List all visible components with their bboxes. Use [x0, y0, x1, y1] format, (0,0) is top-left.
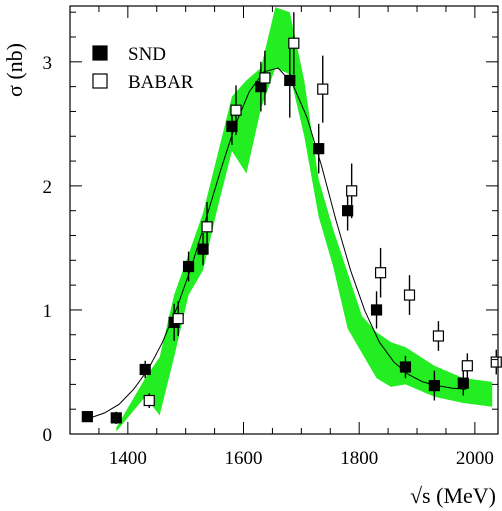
snd-point [399, 355, 412, 379]
legend-entry-babar: BABAR [92, 72, 194, 93]
legend-label: SND [128, 44, 166, 65]
x-tick-label: 1400 [109, 448, 147, 469]
filled-square-marker [182, 260, 195, 273]
open-square-marker [230, 104, 242, 116]
babar-point [288, 12, 300, 75]
open-square-marker [92, 73, 108, 89]
snd-point [182, 251, 195, 282]
babar-point [490, 349, 502, 375]
filled-square-marker [370, 304, 383, 316]
babar-point [230, 85, 242, 136]
snd-point [110, 411, 122, 425]
open-square-marker [403, 289, 416, 301]
legend-label: BABAR [128, 72, 194, 93]
open-square-marker [201, 221, 213, 233]
snd-point [313, 123, 325, 174]
babar-point [172, 301, 184, 336]
systematic-band [116, 7, 493, 432]
y-tick-label: 2 [43, 177, 53, 198]
babar-point [432, 321, 445, 351]
open-square-marker [172, 313, 184, 325]
filled-square-marker [110, 412, 122, 424]
filled-square-marker [92, 45, 108, 61]
filled-square-marker [226, 120, 238, 132]
open-square-marker [143, 394, 155, 407]
open-square-marker [317, 83, 329, 95]
open-square-marker [374, 267, 387, 279]
snd-point [81, 411, 93, 423]
babar-point [403, 275, 416, 315]
axis-ticks-layer: 1400 1600 1800 2000 0 1 2 3 [43, 6, 498, 469]
filled-square-marker [428, 380, 440, 392]
filled-square-marker [399, 361, 412, 373]
open-square-marker [490, 356, 502, 368]
filled-square-marker [342, 205, 354, 217]
babar-point [201, 202, 213, 252]
snd-point [284, 43, 296, 118]
x-axis-label: √s (MeV) [410, 483, 496, 508]
filled-square-marker [139, 363, 151, 376]
babar-point [317, 55, 329, 123]
snd-point [428, 370, 440, 401]
x-tick-label: 1800 [340, 448, 378, 469]
filled-square-marker [81, 411, 93, 423]
snd-point [197, 233, 209, 266]
legend-entry-snd: SND [92, 44, 166, 65]
babar-point [259, 50, 271, 106]
snd-point [370, 291, 383, 329]
open-square-marker [288, 37, 300, 49]
open-square-marker [259, 72, 271, 84]
filled-square-marker [197, 243, 209, 255]
x-tick-label: 1600 [225, 448, 263, 469]
open-square-marker [346, 185, 358, 197]
x-tick-label: 2000 [456, 448, 494, 469]
babar-point [346, 163, 358, 219]
y-tick-label: 1 [43, 301, 53, 322]
data-points-layer [81, 12, 502, 425]
systematic-band-layer [116, 7, 493, 432]
y-axis-label: σ (nb) [2, 43, 27, 97]
legend: SND BABAR [92, 44, 194, 93]
plot-frame [69, 5, 499, 435]
filled-square-marker [313, 143, 325, 155]
filled-square-marker [457, 377, 469, 389]
y-tick-label: 3 [43, 53, 53, 74]
open-square-marker [432, 330, 445, 342]
snd-point [139, 360, 151, 379]
snd-point [457, 370, 469, 396]
open-square-marker [461, 360, 473, 372]
babar-point [143, 393, 155, 408]
snd-point [342, 190, 354, 231]
babar-point [374, 247, 387, 298]
y-tick-label: 0 [43, 425, 53, 446]
filled-square-marker [284, 74, 296, 87]
babar-point [461, 353, 473, 379]
